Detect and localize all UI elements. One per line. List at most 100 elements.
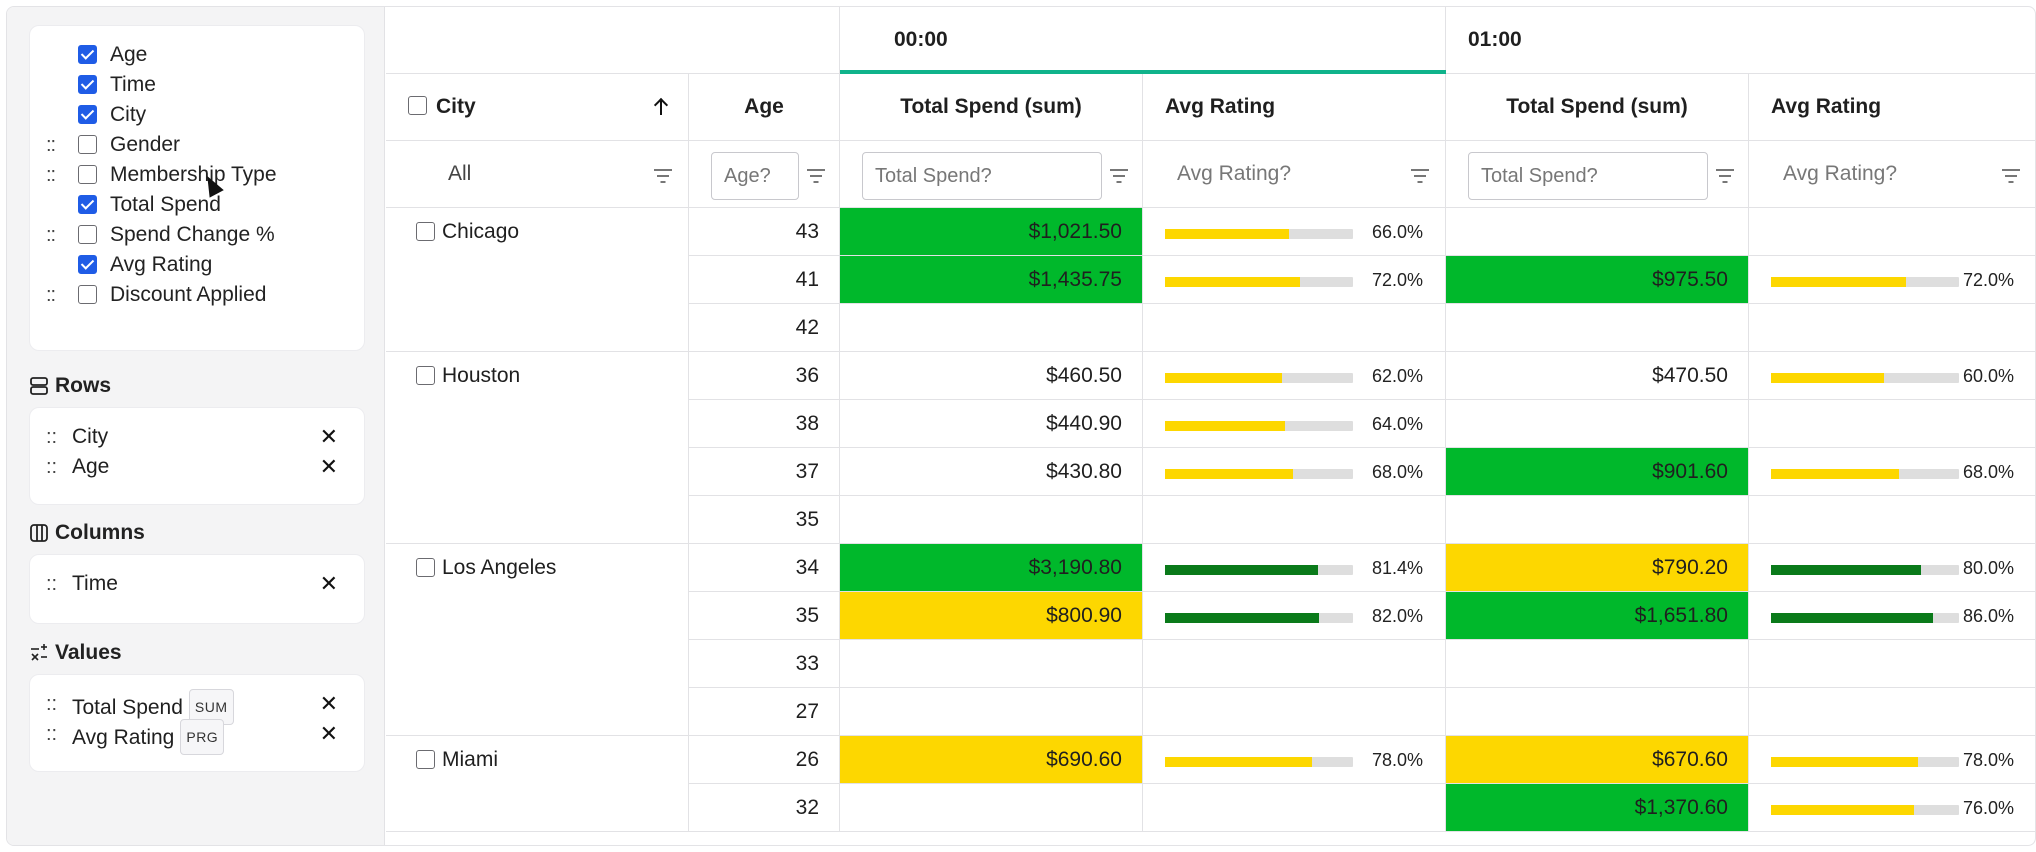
- field-item[interactable]: City: [30, 100, 364, 130]
- total-spend-cell[interactable]: $470.50: [1446, 352, 1749, 400]
- rows-pill[interactable]: :: City ✕: [30, 422, 364, 452]
- field-item[interactable]: :: Gender: [30, 130, 364, 160]
- remove-icon[interactable]: ✕: [319, 691, 338, 716]
- field-checkbox[interactable]: [78, 285, 97, 304]
- remove-icon[interactable]: ✕: [319, 454, 338, 479]
- remove-icon[interactable]: ✕: [319, 721, 338, 746]
- age-cell[interactable]: 43: [689, 208, 840, 256]
- age-cell[interactable]: 41: [689, 256, 840, 304]
- avg-rating-cell[interactable]: 64.0%: [1143, 400, 1446, 448]
- avg-rating-cell[interactable]: 80.0%: [1749, 544, 2035, 592]
- avg-rating-cell[interactable]: [1749, 640, 2035, 688]
- total-spend-cell[interactable]: $460.50: [840, 352, 1143, 400]
- age-cell[interactable]: 32: [689, 784, 840, 832]
- avg-rating-cell[interactable]: [1143, 688, 1446, 736]
- total-spend-filter-input[interactable]: Total Spend?: [1468, 152, 1708, 200]
- drag-handle-icon[interactable]: ::: [46, 573, 58, 595]
- avg-rating-cell[interactable]: 78.0%: [1749, 736, 2035, 784]
- avg-rating-cell[interactable]: 81.4%: [1143, 544, 1446, 592]
- drag-handle-icon[interactable]: ::: [46, 284, 56, 306]
- age-cell[interactable]: 27: [689, 688, 840, 736]
- aggregation-tag[interactable]: PRG: [180, 719, 225, 755]
- total-spend-cell[interactable]: $790.20: [1446, 544, 1749, 592]
- total-spend-cell[interactable]: $430.80: [840, 448, 1143, 496]
- drag-handle-icon[interactable]: ::: [46, 164, 56, 186]
- age-column-header[interactable]: Age: [689, 74, 840, 141]
- filter-icon[interactable]: [1716, 169, 1734, 183]
- avg-rating-cell[interactable]: [1143, 304, 1446, 352]
- city-group-cell[interactable]: Houston: [386, 352, 689, 544]
- age-cell[interactable]: 42: [689, 304, 840, 352]
- row-checkbox[interactable]: [416, 366, 435, 385]
- sort-ascending-icon[interactable]: [654, 98, 668, 116]
- total-spend-cell[interactable]: $670.60: [1446, 736, 1749, 784]
- values-pill[interactable]: :: Total Spend SUM ✕: [30, 689, 364, 725]
- total-spend-cell[interactable]: [840, 496, 1143, 544]
- avg-rating-cell[interactable]: [1749, 496, 2035, 544]
- age-cell[interactable]: 35: [689, 592, 840, 640]
- drag-handle-icon[interactable]: ::: [46, 456, 58, 478]
- field-checkbox[interactable]: [78, 75, 97, 94]
- drag-handle-icon[interactable]: ::: [46, 224, 56, 246]
- field-item[interactable]: :: Spend Change %: [30, 220, 364, 250]
- avg-rating-cell[interactable]: 60.0%: [1749, 352, 2035, 400]
- total-spend-cell[interactable]: $800.90: [840, 592, 1143, 640]
- total-spend-cell[interactable]: [1446, 304, 1749, 352]
- filter-icon[interactable]: [654, 169, 672, 183]
- city-column-header[interactable]: City: [386, 74, 689, 141]
- age-cell[interactable]: 37: [689, 448, 840, 496]
- avg-rating-cell[interactable]: 62.0%: [1143, 352, 1446, 400]
- total-spend-cell[interactable]: $440.90: [840, 400, 1143, 448]
- columns-pill[interactable]: :: Time ✕: [30, 569, 364, 599]
- total-spend-column-header[interactable]: Total Spend (sum): [840, 74, 1143, 141]
- total-spend-filter-input[interactable]: Total Spend?: [862, 152, 1102, 200]
- filter-icon[interactable]: [807, 169, 825, 183]
- age-cell[interactable]: 34: [689, 544, 840, 592]
- total-spend-column-header[interactable]: Total Spend (sum): [1446, 74, 1749, 141]
- avg-rating-column-header[interactable]: Avg Rating: [1749, 74, 2035, 141]
- age-cell[interactable]: 33: [689, 640, 840, 688]
- avg-rating-cell[interactable]: 78.0%: [1143, 736, 1446, 784]
- avg-rating-column-header[interactable]: Avg Rating: [1143, 74, 1446, 141]
- total-spend-cell[interactable]: $1,651.80: [1446, 592, 1749, 640]
- total-spend-cell[interactable]: [1446, 208, 1749, 256]
- filter-icon[interactable]: [2002, 169, 2020, 183]
- field-item[interactable]: Total Spend: [30, 190, 364, 220]
- field-checkbox[interactable]: [78, 135, 97, 154]
- total-spend-cell[interactable]: $901.60: [1446, 448, 1749, 496]
- drag-handle-icon[interactable]: ::: [46, 723, 58, 745]
- total-spend-cell[interactable]: $3,190.80: [840, 544, 1143, 592]
- avg-rating-cell[interactable]: [1143, 640, 1446, 688]
- field-item[interactable]: Time: [30, 70, 364, 100]
- field-item[interactable]: Avg Rating: [30, 250, 364, 280]
- total-spend-cell[interactable]: $975.50: [1446, 256, 1749, 304]
- total-spend-cell[interactable]: [1446, 640, 1749, 688]
- field-item[interactable]: :: Membership Type: [30, 160, 364, 190]
- field-checkbox[interactable]: [78, 165, 97, 184]
- values-pill[interactable]: :: Avg Rating PRG ✕: [30, 719, 364, 755]
- avg-rating-cell[interactable]: 76.0%: [1749, 784, 2035, 832]
- row-checkbox[interactable]: [416, 222, 435, 241]
- field-checkbox[interactable]: [78, 225, 97, 244]
- total-spend-cell[interactable]: [840, 640, 1143, 688]
- total-spend-cell[interactable]: [840, 304, 1143, 352]
- field-item[interactable]: Age: [30, 40, 364, 70]
- time-group-header[interactable]: 01:00: [1446, 7, 2035, 74]
- avg-rating-filter-cell[interactable]: Avg Rating?: [1749, 141, 2035, 208]
- age-filter-input[interactable]: Age?: [711, 152, 799, 200]
- city-group-cell[interactable]: Chicago: [386, 208, 689, 352]
- total-spend-cell[interactable]: [1446, 400, 1749, 448]
- city-group-cell[interactable]: Los Angeles: [386, 544, 689, 736]
- avg-rating-cell[interactable]: [1749, 208, 2035, 256]
- total-spend-cell[interactable]: [840, 784, 1143, 832]
- age-cell[interactable]: 38: [689, 400, 840, 448]
- avg-rating-cell[interactable]: 86.0%: [1749, 592, 2035, 640]
- filter-icon[interactable]: [1110, 169, 1128, 183]
- row-checkbox[interactable]: [416, 558, 435, 577]
- age-cell[interactable]: 35: [689, 496, 840, 544]
- city-group-cell[interactable]: Miami: [386, 736, 689, 832]
- field-checkbox[interactable]: [78, 45, 97, 64]
- avg-rating-cell[interactable]: [1143, 784, 1446, 832]
- field-item[interactable]: :: Discount Applied: [30, 280, 364, 310]
- drag-handle-icon[interactable]: ::: [46, 426, 58, 448]
